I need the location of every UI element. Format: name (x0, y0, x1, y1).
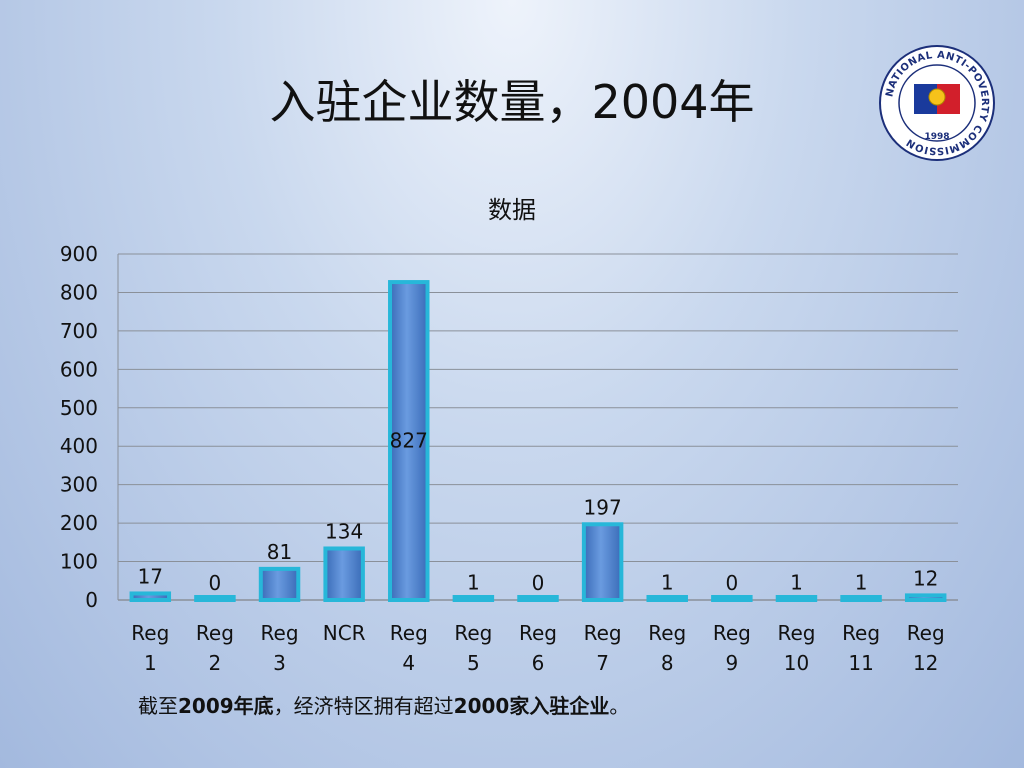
footer-note: 截至2009年底，经济特区拥有超过2000家入驻企业。 (138, 690, 629, 719)
data-label: 81 (267, 540, 292, 564)
footer-part: 2009年底 (178, 694, 274, 718)
data-label: 134 (325, 519, 363, 543)
bar (129, 591, 172, 602)
data-label: 1 (790, 571, 803, 595)
chart-title: 数据 (488, 196, 536, 224)
x-tick-label: Reg (131, 621, 169, 645)
y-tick-label: 300 (60, 473, 98, 497)
chart-bars (129, 280, 947, 603)
y-tick-label: 500 (60, 396, 98, 420)
bar (517, 595, 559, 602)
bar (775, 595, 818, 602)
footer-part: 2000家入驻企业 (453, 694, 610, 718)
x-tick-label: 2 (209, 651, 222, 675)
x-tick-label: Reg (584, 621, 622, 645)
data-label: 827 (390, 428, 428, 452)
data-label: 1 (661, 571, 674, 595)
x-tick-label: 8 (661, 651, 674, 675)
x-tick-label: Reg (713, 621, 751, 645)
x-tick-label: NCR (323, 621, 366, 645)
bar (258, 566, 301, 602)
data-label: 17 (138, 564, 163, 588)
x-tick-label: Reg (777, 621, 815, 645)
bar (646, 595, 688, 602)
x-tick-label: 5 (467, 651, 480, 675)
bar (323, 546, 365, 602)
x-tick-label: 10 (784, 651, 809, 675)
bar (452, 595, 495, 602)
x-tick-label: Reg (454, 621, 492, 645)
x-tick-label: Reg (261, 621, 299, 645)
chart-data-labels: 17 0 81 134 827 1 0 197 1 0 1 1 12 (138, 428, 939, 595)
y-tick-label: 600 (60, 357, 98, 381)
x-tick-label: 11 (848, 651, 873, 675)
y-tick-label: 800 (60, 280, 98, 304)
x-tick-label: Reg (842, 621, 880, 645)
x-tick-label: Reg (390, 621, 428, 645)
y-tick-label: 900 (60, 242, 98, 266)
y-tick-label: 100 (60, 550, 98, 574)
y-tick-label: 700 (60, 319, 98, 343)
footer-part: 截至 (138, 694, 178, 718)
bar (904, 593, 947, 602)
svg-text:1998: 1998 (924, 132, 949, 142)
bar (388, 280, 430, 602)
x-tick-label: Reg (519, 621, 557, 645)
bar (194, 595, 236, 602)
slide-title: 入驻企业数量，2004年 (269, 75, 755, 129)
data-label: 197 (584, 495, 622, 519)
bar (711, 595, 753, 602)
x-tick-label: Reg (196, 621, 234, 645)
y-axis-tick-labels: 0 100 200 300 400 500 600 700 800 900 (60, 242, 98, 612)
bar (840, 595, 882, 602)
data-label: 0 (209, 571, 222, 595)
footer-part: ，经济特区拥有超过 (273, 694, 454, 718)
commission-seal-logo: NATIONAL ANTI-POVERTY COMMISSION 1998 (879, 45, 995, 161)
x-tick-label: Reg (648, 621, 686, 645)
y-tick-label: 0 (85, 588, 98, 612)
chart-gridlines (117, 253, 958, 601)
x-axis-tick-labels: Reg 1 Reg 2 Reg 3 NCR Reg 4 Reg 5 Reg 6 Reg 7 Reg 8 Reg 9 R… (131, 621, 944, 675)
y-tick-label: 200 (60, 511, 98, 535)
x-tick-label: 12 (913, 651, 938, 675)
bar (581, 522, 624, 603)
x-tick-label: 1 (144, 651, 157, 675)
data-label: 12 (913, 566, 938, 590)
x-tick-label: 6 (532, 651, 545, 675)
data-label: 1 (855, 571, 868, 595)
x-tick-label: 7 (596, 651, 609, 675)
y-tick-label: 400 (60, 434, 98, 458)
data-label: 1 (467, 571, 480, 595)
x-tick-label: 4 (402, 651, 415, 675)
footer-part: 。 (609, 694, 630, 718)
data-label: 0 (725, 571, 738, 595)
x-tick-label: 3 (273, 651, 286, 675)
x-tick-label: Reg (907, 621, 945, 645)
data-label: 0 (532, 571, 545, 595)
x-tick-label: 9 (725, 651, 738, 675)
